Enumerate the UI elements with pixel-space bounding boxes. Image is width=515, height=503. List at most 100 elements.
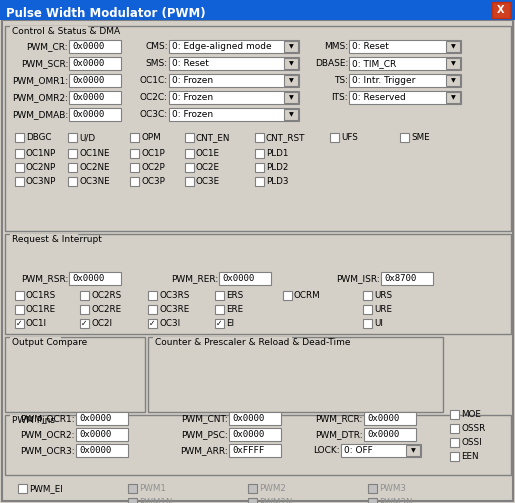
Text: OPM: OPM xyxy=(141,133,161,142)
Text: PWM3N: PWM3N xyxy=(379,498,413,503)
Bar xyxy=(255,177,264,186)
Text: OC2RE: OC2RE xyxy=(91,305,121,314)
Bar xyxy=(284,75,298,86)
Text: PWM_RSR:: PWM_RSR: xyxy=(21,274,68,283)
Bar xyxy=(450,424,459,433)
Bar xyxy=(76,412,128,425)
Bar xyxy=(446,41,460,52)
Text: OC1NP: OC1NP xyxy=(26,149,56,158)
Bar xyxy=(363,291,372,300)
Text: OC3P: OC3P xyxy=(141,177,165,186)
Text: 0: Frozen: 0: Frozen xyxy=(172,93,213,102)
Bar xyxy=(15,149,24,158)
Bar xyxy=(76,428,128,441)
Text: PWM_CNT:: PWM_CNT: xyxy=(181,414,228,423)
Bar xyxy=(148,319,157,328)
Bar xyxy=(406,445,420,456)
Bar xyxy=(219,272,271,285)
Text: PWM3: PWM3 xyxy=(379,484,406,493)
Text: CNT_EN: CNT_EN xyxy=(196,133,230,142)
Bar xyxy=(349,57,461,70)
Bar xyxy=(215,305,224,314)
Text: 0x0000: 0x0000 xyxy=(72,76,104,85)
Bar xyxy=(68,163,77,172)
Text: OSSR: OSSR xyxy=(461,424,485,433)
Text: U/D: U/D xyxy=(79,133,95,142)
Text: PWM1N: PWM1N xyxy=(139,498,173,503)
Bar xyxy=(330,133,339,142)
Bar xyxy=(363,305,372,314)
Bar xyxy=(15,177,24,186)
Bar xyxy=(169,74,299,87)
Text: OCRM: OCRM xyxy=(294,291,321,300)
Text: OC1E: OC1E xyxy=(196,149,220,158)
Text: OC2C:: OC2C: xyxy=(140,93,168,102)
Bar xyxy=(15,133,24,142)
Text: 0: Frozen: 0: Frozen xyxy=(172,76,213,85)
Text: OC2P: OC2P xyxy=(141,163,165,172)
Text: 0x0000: 0x0000 xyxy=(367,414,399,423)
Text: ▼: ▼ xyxy=(410,448,416,453)
Bar xyxy=(68,133,77,142)
Text: ITS:: ITS: xyxy=(331,93,348,102)
Text: PWM_ARR:: PWM_ARR: xyxy=(180,446,228,455)
Text: OC3RS: OC3RS xyxy=(159,291,190,300)
Text: 0: Reserved: 0: Reserved xyxy=(352,93,406,102)
Text: OC3E: OC3E xyxy=(196,177,220,186)
Bar xyxy=(368,484,377,493)
Bar xyxy=(185,163,194,172)
Text: 0x0000: 0x0000 xyxy=(72,93,104,102)
Text: PWM_OMR2:: PWM_OMR2: xyxy=(12,93,68,102)
Text: OC1P: OC1P xyxy=(141,149,165,158)
Bar xyxy=(18,484,27,493)
Bar xyxy=(68,149,77,158)
Bar xyxy=(5,26,511,231)
Bar xyxy=(148,337,443,412)
Text: CNT_RST: CNT_RST xyxy=(266,133,305,142)
Text: Output Compare: Output Compare xyxy=(12,338,87,347)
Bar xyxy=(15,305,24,314)
Bar xyxy=(80,305,89,314)
Text: PWM_CR:: PWM_CR: xyxy=(26,42,68,51)
Text: OC3NP: OC3NP xyxy=(26,177,56,186)
Text: PWM2N: PWM2N xyxy=(259,498,293,503)
Text: ▼: ▼ xyxy=(288,95,294,100)
Bar xyxy=(10,26,89,28)
Text: PWM_EI: PWM_EI xyxy=(29,484,63,493)
Text: 0x0000: 0x0000 xyxy=(72,59,104,68)
Text: ▼: ▼ xyxy=(451,61,455,66)
Bar xyxy=(283,291,292,300)
Text: 0: Reset: 0: Reset xyxy=(352,42,389,51)
Text: OC2NE: OC2NE xyxy=(79,163,110,172)
Text: PWM_OCR1:: PWM_OCR1: xyxy=(21,414,75,423)
Bar xyxy=(10,234,78,236)
Text: 0x0000: 0x0000 xyxy=(232,430,264,439)
Text: PLD2: PLD2 xyxy=(266,163,288,172)
Text: SME: SME xyxy=(411,133,430,142)
Text: PWM Pins: PWM Pins xyxy=(12,416,55,425)
Text: OC1NE: OC1NE xyxy=(79,149,110,158)
Bar xyxy=(255,133,264,142)
Text: ✓: ✓ xyxy=(81,319,88,328)
Bar xyxy=(185,149,194,158)
Text: CMS:: CMS: xyxy=(145,42,168,51)
Bar xyxy=(128,484,137,493)
Text: 0: Frozen: 0: Frozen xyxy=(172,110,213,119)
Bar xyxy=(15,291,24,300)
Text: PWM_ISR:: PWM_ISR: xyxy=(336,274,380,283)
Text: OC3NE: OC3NE xyxy=(79,177,110,186)
Text: ▼: ▼ xyxy=(288,61,294,66)
Bar xyxy=(229,444,281,457)
Bar xyxy=(341,444,421,457)
Text: OC2I: OC2I xyxy=(91,319,112,328)
Text: DBGC: DBGC xyxy=(26,133,52,142)
Bar xyxy=(248,484,257,493)
Text: PLD1: PLD1 xyxy=(266,149,288,158)
Text: PWM_DTR:: PWM_DTR: xyxy=(315,430,363,439)
Text: UI: UI xyxy=(374,319,383,328)
Bar xyxy=(69,74,121,87)
Bar xyxy=(349,74,461,87)
Text: ▼: ▼ xyxy=(288,112,294,117)
Bar xyxy=(284,58,298,69)
Text: ▼: ▼ xyxy=(288,44,294,49)
